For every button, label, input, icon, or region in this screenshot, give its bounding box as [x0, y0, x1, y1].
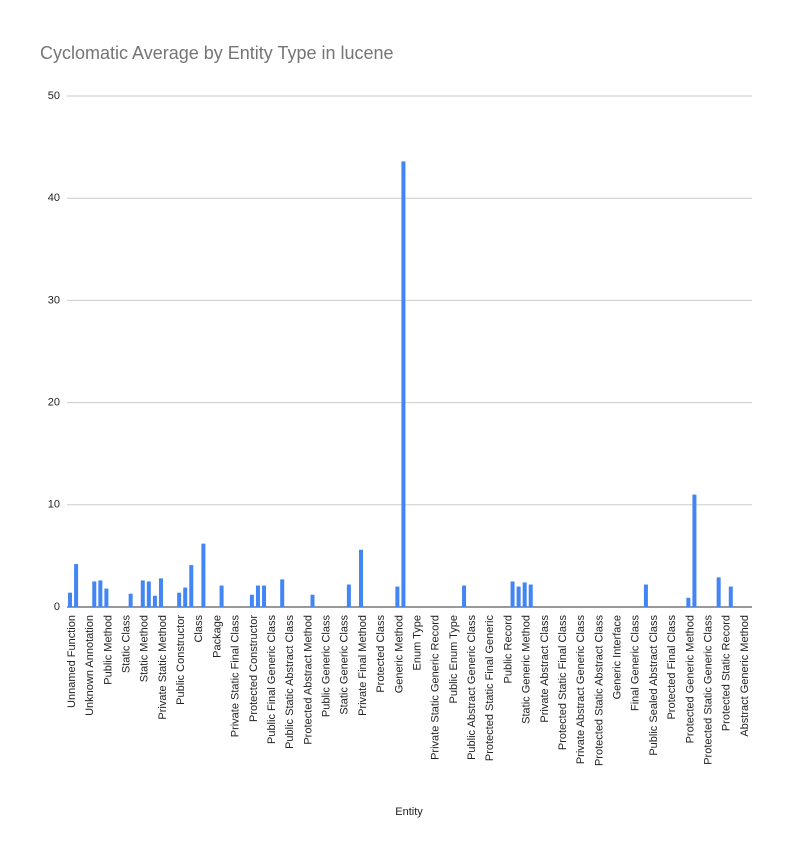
x-tick-label: Public Static Abstract Class — [284, 615, 296, 749]
x-tick-label: Public Generic Class — [321, 615, 333, 718]
chart-title: Cyclomatic Average by Entity Type in luc… — [40, 43, 394, 63]
x-tick-label: Protected Static Final Generic — [484, 615, 496, 762]
bar — [128, 593, 133, 607]
bar — [516, 586, 521, 607]
bar — [92, 581, 97, 607]
x-tick-label: Final Generic Class — [630, 615, 642, 711]
bar — [219, 585, 224, 607]
bar — [310, 594, 315, 607]
x-tick-label: Private Final Method — [357, 615, 369, 716]
bar — [395, 586, 400, 607]
y-tick-label: 30 — [48, 294, 60, 306]
x-tick-label: Private Abstract Generic Class — [575, 615, 587, 765]
x-tick-label: Protected Static Abstract Class — [593, 615, 605, 767]
bar — [716, 577, 721, 607]
bar — [152, 595, 157, 607]
bar — [68, 592, 73, 607]
bar — [249, 594, 254, 607]
bar — [346, 584, 351, 607]
x-tick-label: Protected Final Class — [666, 615, 678, 720]
bar — [522, 582, 527, 607]
x-tick-label: Public Enum Type — [448, 615, 460, 703]
x-tick-label: Protected Generic Method — [684, 615, 696, 743]
bar — [462, 585, 467, 607]
bar — [104, 588, 109, 607]
x-tick-label: Protected Constructor — [248, 615, 260, 722]
x-tick-label: Public Constructor — [175, 615, 187, 705]
bar — [183, 587, 188, 607]
x-tick-label: Public Final Generic Class — [266, 615, 278, 744]
bar — [255, 585, 260, 607]
x-tick-label: Public Record — [502, 615, 514, 683]
x-tick-label: Protected Class — [375, 615, 387, 693]
x-tick-label: Public Method — [102, 615, 114, 685]
x-tick-label: Static Method — [139, 615, 151, 682]
x-tick-label: Enum Type — [411, 615, 423, 670]
bar — [98, 580, 103, 607]
x-tick-label: Package — [211, 615, 223, 658]
x-tick-label: Private Static Final Class — [230, 615, 242, 738]
x-tick-label: Unnamed Function — [66, 615, 78, 708]
y-tick-label: 20 — [48, 397, 60, 409]
bar — [528, 584, 533, 607]
x-tick-label: Unknown Annotation — [84, 615, 96, 716]
bar — [189, 565, 194, 607]
bar — [510, 581, 515, 607]
x-tick-label: Protected Static Generic Class — [702, 615, 714, 765]
bar — [140, 580, 145, 607]
x-tick-label: Static Generic Method — [521, 615, 533, 724]
bar — [728, 586, 733, 607]
x-tick-label: Static Generic Class — [339, 615, 351, 715]
x-tick-label: Abstract Generic Method — [739, 615, 751, 737]
x-tick-label: Static Class — [120, 615, 132, 674]
bar — [692, 494, 697, 607]
y-tick-label: 0 — [54, 601, 60, 613]
x-tick-label: Public Abstract Generic Class — [466, 615, 478, 760]
bar — [359, 549, 364, 607]
bar — [74, 564, 79, 607]
x-tick-label: Protected Static Final Class — [557, 615, 569, 751]
bar — [686, 597, 691, 607]
x-tick-label: Generic Interface — [612, 615, 624, 699]
y-tick-label: 10 — [48, 499, 60, 511]
x-tick-label: Protected Abstract Method — [302, 615, 314, 745]
bar — [401, 161, 406, 607]
x-tick-label: Private Abstract Class — [539, 615, 551, 723]
bar — [280, 579, 285, 607]
x-tick-label: Private Static Generic Record — [430, 615, 442, 760]
x-tick-label: Class — [193, 615, 205, 643]
y-tick-label: 50 — [48, 90, 60, 102]
x-tick-label: Private Static Method — [157, 615, 169, 720]
x-tick-label: Generic Method — [393, 615, 405, 693]
bar — [158, 578, 163, 607]
bar — [643, 584, 648, 607]
bar — [201, 543, 206, 607]
bar — [262, 585, 267, 607]
y-tick-label: 40 — [48, 192, 60, 204]
x-axis-title: Entity — [395, 806, 423, 818]
bar — [177, 592, 182, 607]
x-tick-label: Public Sealed Abstract Class — [648, 615, 660, 756]
bar — [146, 581, 151, 607]
x-tick-label: Protected Static Record — [721, 615, 733, 731]
